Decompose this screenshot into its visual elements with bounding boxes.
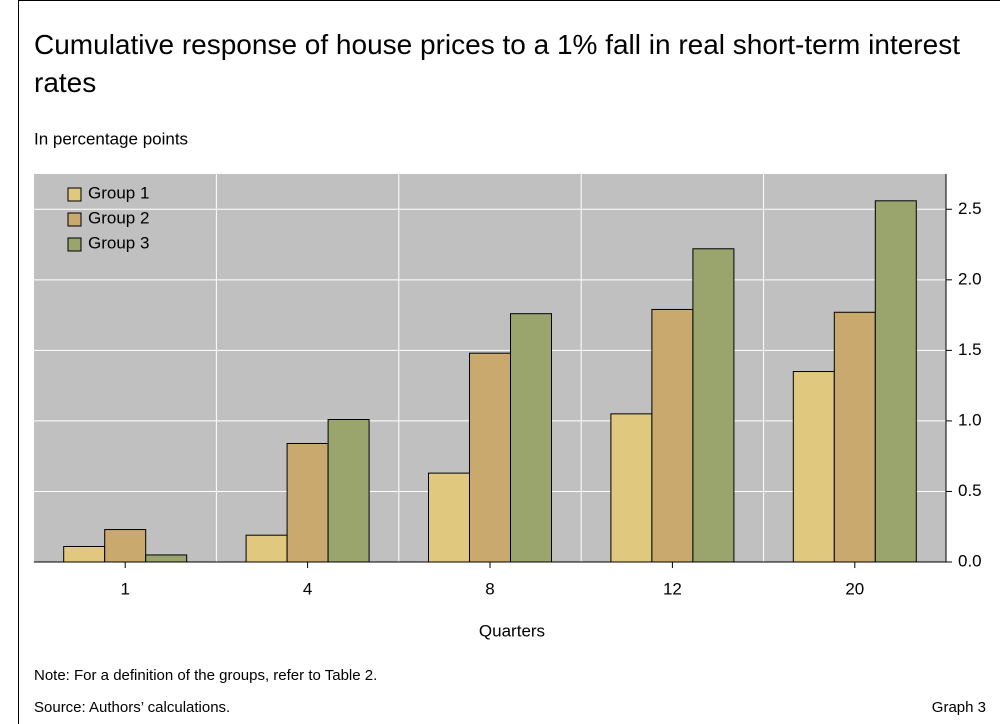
legend-label: Group 2 bbox=[88, 208, 149, 227]
x-tick-label: 8 bbox=[485, 579, 494, 598]
bar bbox=[145, 554, 188, 563]
legend-swatch bbox=[67, 187, 82, 202]
bar bbox=[874, 200, 917, 563]
y-tick-label: 2.0 bbox=[958, 269, 982, 288]
bar bbox=[792, 371, 835, 563]
bar bbox=[104, 529, 147, 563]
x-tick-label: 20 bbox=[845, 579, 864, 598]
bar bbox=[286, 442, 329, 563]
frame bbox=[18, 0, 1000, 724]
bar bbox=[327, 418, 370, 563]
bar bbox=[245, 534, 288, 563]
x-tick-label: 1 bbox=[120, 579, 129, 598]
x-axis-label: Quarters bbox=[479, 621, 545, 640]
x-tick-label: 12 bbox=[663, 579, 682, 598]
bar bbox=[63, 545, 106, 563]
subtitle: In percentage points bbox=[34, 129, 188, 148]
y-tick-label: 0.0 bbox=[958, 551, 982, 570]
legend-swatch bbox=[67, 237, 82, 252]
bar bbox=[428, 472, 470, 563]
legend-label: Group 1 bbox=[88, 183, 149, 202]
bar bbox=[469, 352, 511, 563]
y-tick-label: 2.5 bbox=[958, 199, 982, 218]
graph-label: Graph 3 bbox=[932, 699, 986, 716]
chart-title: Cumulative response of house prices to a… bbox=[34, 29, 960, 98]
bar bbox=[510, 313, 552, 563]
y-tick-label: 1.5 bbox=[958, 340, 982, 359]
bar bbox=[651, 308, 694, 563]
legend-label: Group 3 bbox=[88, 233, 149, 252]
y-tick-label: 1.0 bbox=[958, 410, 982, 429]
legend-swatch bbox=[67, 212, 82, 227]
source: Source: Authors’ calculations. bbox=[34, 699, 230, 716]
bar bbox=[610, 413, 653, 563]
bar bbox=[833, 311, 876, 563]
bar bbox=[692, 248, 735, 563]
note: Note: For a definition of the groups, re… bbox=[34, 667, 377, 684]
x-tick-label: 4 bbox=[303, 579, 312, 598]
y-tick-label: 0.5 bbox=[958, 481, 982, 500]
